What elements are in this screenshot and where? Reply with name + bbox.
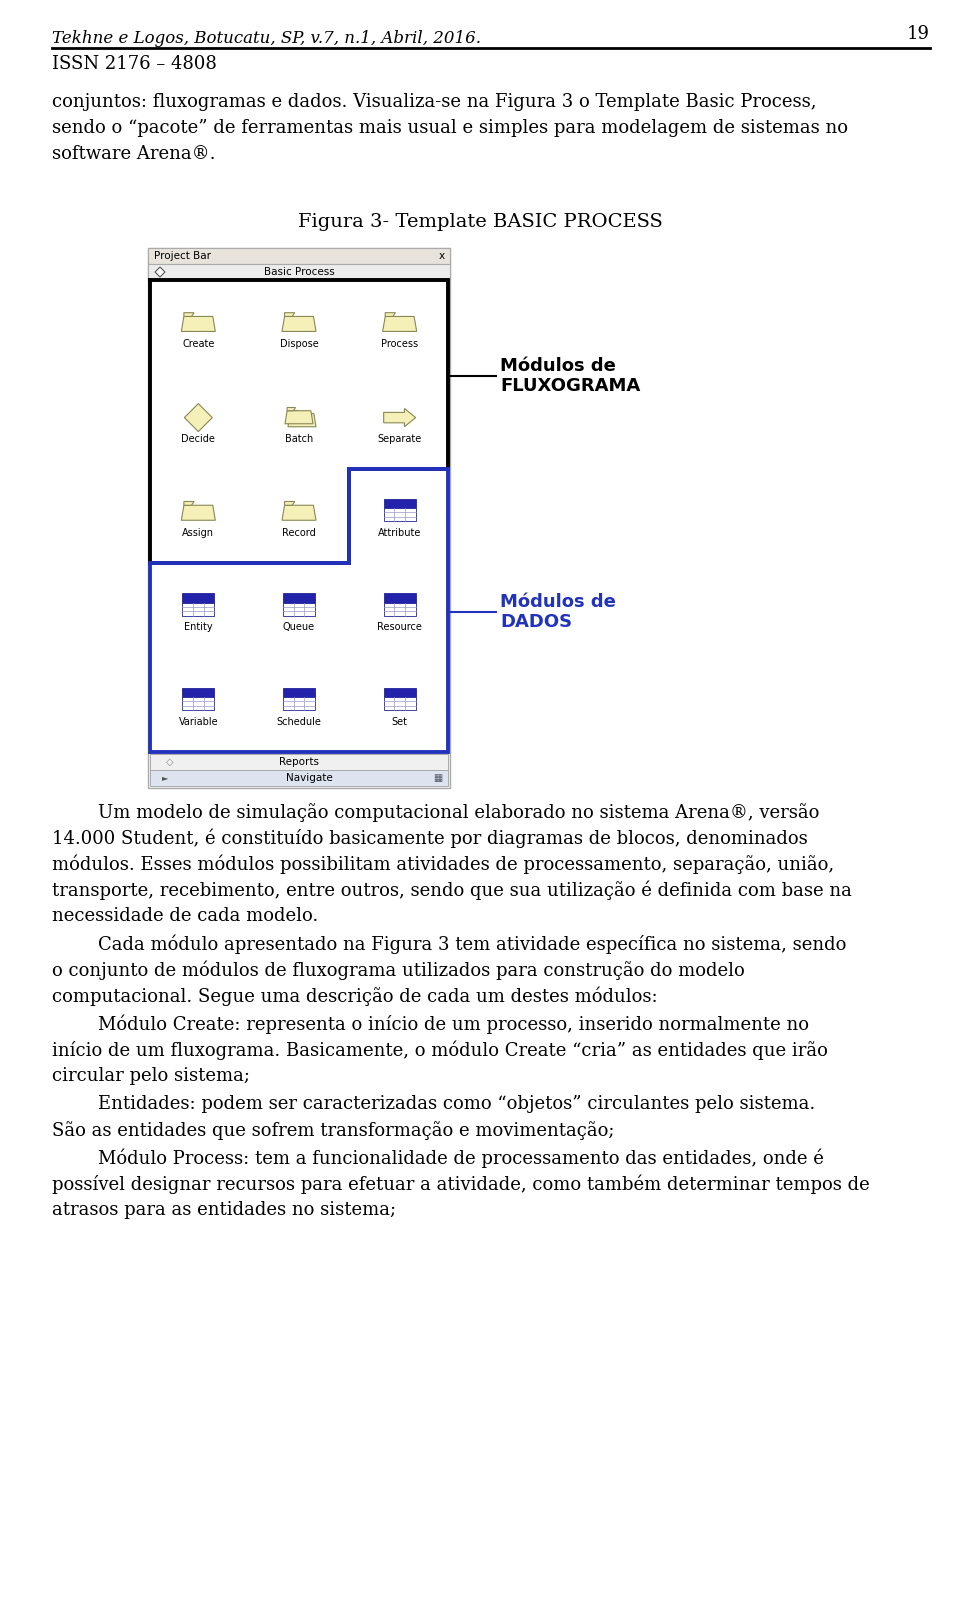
Text: Process: Process	[381, 340, 419, 349]
Text: 14.000 Student, é constituído basicamente por diagramas de blocos, denominados: 14.000 Student, é constituído basicament…	[52, 829, 807, 848]
Text: Módulo Process: tem a funcionalidade de processamento das entidades, onde é: Módulo Process: tem a funcionalidade de …	[52, 1149, 824, 1169]
Text: Variable: Variable	[179, 717, 218, 726]
Text: Decide: Decide	[181, 433, 215, 444]
Text: Create: Create	[182, 340, 214, 349]
Text: Project Bar: Project Bar	[154, 252, 211, 261]
Bar	[384, 603, 416, 616]
Polygon shape	[384, 409, 416, 426]
Text: Reports: Reports	[279, 757, 319, 766]
Text: 19: 19	[907, 26, 930, 43]
Text: FLUXOGRAMA: FLUXOGRAMA	[500, 377, 640, 396]
Polygon shape	[287, 407, 296, 410]
Text: transporte, recebimento, entre outros, sendo que sua utilização é definida com b: transporte, recebimento, entre outros, s…	[52, 882, 852, 901]
Polygon shape	[285, 410, 313, 423]
Text: Módulos de: Módulos de	[500, 593, 616, 611]
Polygon shape	[282, 505, 316, 521]
Text: computacional. Segue uma descrição de cada um destes módulos:: computacional. Segue uma descrição de ca…	[52, 987, 658, 1007]
Text: início de um fluxograma. Basicamente, o módulo Create “cria” as entidades que ir: início de um fluxograma. Basicamente, o …	[52, 1040, 828, 1061]
Text: Schedule: Schedule	[276, 717, 322, 726]
Bar	[182, 688, 214, 697]
Polygon shape	[385, 313, 396, 316]
Text: Set: Set	[392, 717, 408, 726]
Bar	[148, 248, 450, 264]
Text: ISSN 2176 – 4808: ISSN 2176 – 4808	[52, 55, 217, 74]
Polygon shape	[282, 316, 316, 332]
Polygon shape	[284, 313, 295, 316]
Text: São as entidades que sofrem transformação e movimentação;: São as entidades que sofrem transformaçã…	[52, 1120, 614, 1140]
Polygon shape	[184, 313, 194, 316]
Text: Basic Process: Basic Process	[264, 268, 334, 277]
Text: Módulo Create: representa o início de um processo, inserido normalmente no: Módulo Create: representa o início de um…	[52, 1015, 809, 1034]
Text: ►: ►	[162, 774, 169, 782]
Text: necessidade de cada modelo.: necessidade de cada modelo.	[52, 907, 319, 925]
Text: Módulos de: Módulos de	[500, 357, 616, 375]
Text: Separate: Separate	[377, 433, 421, 444]
Bar	[182, 593, 214, 603]
Bar	[148, 281, 450, 752]
Text: Resource: Resource	[377, 622, 422, 633]
Bar	[150, 769, 448, 785]
Bar	[384, 688, 416, 697]
Bar	[182, 603, 214, 616]
Polygon shape	[290, 410, 299, 414]
Polygon shape	[284, 502, 295, 505]
Bar	[148, 248, 450, 789]
Bar	[283, 603, 315, 616]
Text: Record: Record	[282, 527, 316, 539]
Text: conjuntos: fluxogramas e dados. Visualiza-se na Figura 3 o Template Basic Proces: conjuntos: fluxogramas e dados. Visualiz…	[52, 93, 817, 111]
Text: DADOS: DADOS	[500, 614, 572, 632]
Bar	[283, 688, 315, 697]
Bar	[384, 697, 416, 710]
Text: ◇: ◇	[166, 757, 174, 766]
Bar	[150, 753, 448, 769]
Text: Batch: Batch	[285, 433, 313, 444]
Text: Entity: Entity	[184, 622, 213, 633]
Polygon shape	[184, 404, 212, 431]
Bar	[148, 264, 450, 281]
Text: Assign: Assign	[182, 527, 214, 539]
Text: Tekhne e Logos, Botucatu, SP, v.7, n.1, Abril, 2016.: Tekhne e Logos, Botucatu, SP, v.7, n.1, …	[52, 30, 481, 46]
Text: Attribute: Attribute	[378, 527, 421, 539]
Bar	[384, 499, 416, 508]
Text: software Arena®.: software Arena®.	[52, 144, 215, 164]
Text: sendo o “pacote” de ferramentas mais usual e simples para modelagem de sistemas : sendo o “pacote” de ferramentas mais usu…	[52, 119, 848, 136]
Text: o conjunto de módulos de fluxograma utilizados para construção do modelo: o conjunto de módulos de fluxograma util…	[52, 962, 745, 981]
Polygon shape	[288, 414, 316, 426]
Text: circular pelo sistema;: circular pelo sistema;	[52, 1068, 250, 1085]
Text: Dispose: Dispose	[279, 340, 319, 349]
Text: Entidades: podem ser caracterizadas como “objetos” circulantes pelo sistema.: Entidades: podem ser caracterizadas como…	[52, 1095, 815, 1112]
Text: Um modelo de simulação computacional elaborado no sistema Arena®, versão: Um modelo de simulação computacional ela…	[52, 803, 820, 822]
Polygon shape	[184, 502, 194, 505]
Text: x: x	[439, 252, 445, 261]
Text: Figura 3- Template BASIC PROCESS: Figura 3- Template BASIC PROCESS	[298, 213, 662, 231]
Text: atrasos para as entidades no sistema;: atrasos para as entidades no sistema;	[52, 1201, 396, 1218]
Text: ▦: ▦	[433, 773, 443, 782]
Bar	[283, 697, 315, 710]
Text: módulos. Esses módulos possibilitam atividades de processamento, separação, uniã: módulos. Esses módulos possibilitam ativ…	[52, 854, 834, 875]
Polygon shape	[181, 505, 215, 521]
Bar	[283, 593, 315, 603]
Polygon shape	[181, 316, 215, 332]
Bar	[384, 593, 416, 603]
Bar	[384, 508, 416, 521]
Text: Navigate: Navigate	[286, 773, 332, 782]
Polygon shape	[155, 268, 165, 277]
Bar	[182, 697, 214, 710]
Polygon shape	[383, 316, 417, 332]
Text: Cada módulo apresentado na Figura 3 tem atividade específica no sistema, sendo: Cada módulo apresentado na Figura 3 tem …	[52, 935, 847, 954]
Text: possível designar recursos para efetuar a atividade, como também determinar temp: possível designar recursos para efetuar …	[52, 1175, 870, 1194]
Text: Queue: Queue	[283, 622, 315, 633]
